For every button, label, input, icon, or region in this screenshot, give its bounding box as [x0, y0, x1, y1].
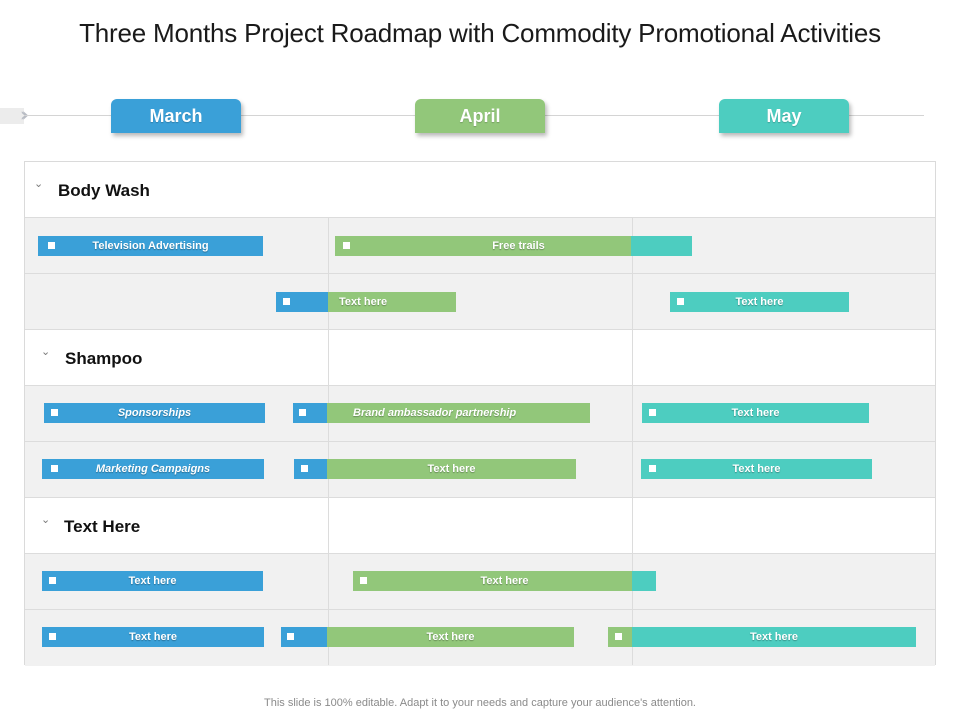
double-chevron-right-icon: ›› [20, 104, 30, 126]
task-label: Text here [426, 631, 475, 643]
bullet-square-icon [48, 242, 55, 249]
section-header-row [25, 330, 935, 386]
task-label: Text here [749, 631, 799, 643]
section-title: Body Wash [58, 181, 150, 200]
task-bar-segment [670, 292, 849, 312]
task-label: Brand ambassador partnership [353, 407, 517, 419]
task-bar[interactable]: Text here [42, 627, 264, 647]
task-bar[interactable]: Text here [608, 627, 916, 647]
task-bar-segment [42, 627, 264, 647]
task-bar-segment [294, 459, 327, 479]
task-bar-segment [276, 292, 328, 312]
section-title: Shampoo [65, 349, 143, 368]
row-divider [25, 385, 935, 386]
task-label: Free trails [492, 240, 545, 252]
task-bar[interactable]: Brand ambassador partnership [293, 403, 590, 423]
task-bar[interactable]: Text here [670, 292, 849, 312]
task-bar[interactable]: Text here [42, 571, 263, 591]
task-bar[interactable]: Text here [353, 571, 656, 591]
task-bar[interactable]: Text here [276, 292, 456, 312]
task-label: Marketing Campaigns [95, 463, 211, 475]
task-bar-segment [281, 627, 327, 647]
task-bar[interactable]: Television Advertising [38, 236, 263, 256]
task-label: Television Advertising [92, 240, 209, 252]
bullet-square-icon [677, 298, 684, 305]
bullet-square-icon [283, 298, 290, 305]
page-title: Three Months Project Roadmap with Commod… [79, 18, 881, 48]
section-title: Text Here [64, 517, 141, 536]
task-label: Text here [732, 463, 781, 475]
task-bar-segment [293, 403, 327, 423]
roadmap-grid: ⌄ Body Wash ⌄ Shampoo ⌄ Text Here Television A… [24, 161, 936, 666]
footer-note: This slide is 100% editable. Adapt it to… [264, 697, 696, 709]
row-divider [25, 553, 935, 554]
task-bar[interactable]: Text here [642, 403, 869, 423]
task-label: Text here [427, 463, 476, 475]
column-divider [632, 218, 633, 665]
task-bar-segment [631, 236, 692, 256]
task-bar-segment [641, 459, 872, 479]
chevron-down-icon[interactable]: ⌄ [34, 177, 44, 190]
month-tab-may: May [719, 99, 849, 133]
task-bar-segment [642, 403, 869, 423]
bullet-square-icon [299, 409, 306, 416]
task-bar-segment [42, 459, 264, 479]
column-divider [328, 218, 329, 665]
task-label: Text here [731, 407, 780, 419]
section-header-row [25, 498, 935, 554]
bullet-square-icon [615, 633, 622, 640]
row-divider [25, 609, 935, 610]
task-bar-segment [335, 236, 631, 256]
section-header-row [25, 162, 935, 218]
month-tab-april: April [415, 99, 545, 133]
task-bar[interactable]: Text here [281, 627, 574, 647]
timeline-arrow-stub [0, 108, 24, 124]
row-divider [25, 273, 935, 274]
task-bar-segment [328, 292, 456, 312]
row-divider [25, 329, 935, 330]
task-bar-segment [44, 403, 265, 423]
task-label: Text here [128, 575, 177, 587]
task-label: Sponsorships [117, 407, 192, 419]
task-bar-segment [327, 459, 576, 479]
task-bar[interactable]: Text here [294, 459, 576, 479]
task-label: Text here [735, 296, 784, 308]
task-bar[interactable]: Sponsorships [44, 403, 265, 423]
row-divider [25, 217, 935, 218]
task-bar-segment [353, 571, 632, 591]
task-label: Text here [128, 631, 178, 643]
task-bar[interactable]: Text here [641, 459, 872, 479]
task-label: Text here [480, 575, 529, 587]
task-bar-segment [632, 571, 656, 591]
bullet-square-icon [343, 242, 350, 249]
task-bar-segment [327, 403, 590, 423]
bullet-square-icon [301, 465, 308, 472]
bullet-square-icon [49, 577, 56, 584]
bullet-square-icon [360, 577, 367, 584]
bullet-square-icon [49, 633, 56, 640]
bullet-square-icon [51, 409, 58, 416]
row-divider [25, 441, 935, 442]
task-bar-segment [632, 627, 916, 647]
month-tab-march: March [111, 99, 241, 133]
bullet-square-icon [649, 465, 656, 472]
task-bar[interactable]: Free trails [335, 236, 692, 256]
bullet-square-icon [649, 409, 656, 416]
bullet-square-icon [51, 465, 58, 472]
chevron-down-icon[interactable]: ⌄ [41, 513, 51, 526]
bullet-square-icon [287, 633, 294, 640]
task-bar-segment [42, 571, 263, 591]
task-bar-segment [38, 236, 263, 256]
chevron-down-icon[interactable]: ⌄ [41, 345, 51, 358]
row-divider [25, 497, 935, 498]
task-bar-segment [327, 627, 574, 647]
task-bar[interactable]: Marketing Campaigns [42, 459, 264, 479]
task-label: Text here [339, 296, 388, 308]
